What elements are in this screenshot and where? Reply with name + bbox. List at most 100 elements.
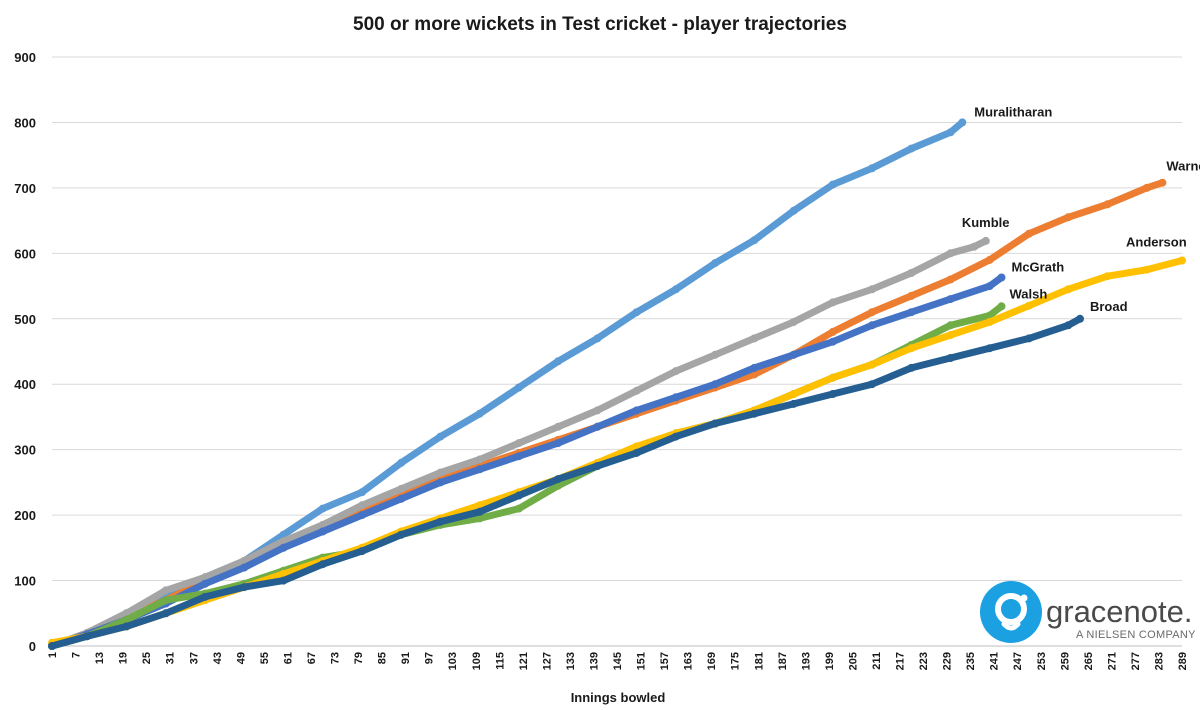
data-point-warne bbox=[828, 327, 837, 336]
data-point-anderson bbox=[1142, 265, 1151, 274]
data-point-muralitharan bbox=[907, 144, 916, 153]
data-point-muralitharan bbox=[958, 118, 967, 127]
data-point-muralitharan bbox=[868, 164, 876, 173]
data-point-warne bbox=[868, 308, 876, 317]
data-point-broad bbox=[436, 517, 445, 526]
data-point-warne bbox=[1064, 213, 1073, 222]
data-point-mcgrath bbox=[789, 350, 798, 359]
data-point-mcgrath bbox=[946, 295, 955, 304]
x-tick-label: 13 bbox=[94, 652, 106, 664]
data-point-muralitharan bbox=[475, 409, 484, 418]
data-point-broad bbox=[789, 399, 798, 408]
data-point-kumble bbox=[514, 439, 523, 448]
data-point-anderson bbox=[1064, 285, 1073, 294]
data-point-walsh bbox=[122, 615, 131, 624]
data-point-broad bbox=[868, 380, 876, 389]
x-tick-label: 241 bbox=[989, 652, 1001, 670]
data-point-warne bbox=[907, 291, 916, 300]
data-point-anderson bbox=[907, 344, 916, 353]
x-tick-label: 79 bbox=[353, 652, 365, 664]
data-point-broad bbox=[318, 560, 327, 569]
data-point-kumble bbox=[436, 468, 445, 477]
data-point-broad bbox=[48, 642, 56, 650]
data-point-muralitharan bbox=[593, 334, 602, 343]
data-point-muralitharan bbox=[671, 285, 680, 294]
y-tick-label: 800 bbox=[14, 115, 36, 130]
gracenote-g-icon bbox=[980, 581, 1042, 643]
data-point-mcgrath bbox=[671, 393, 680, 402]
data-point-kumble bbox=[593, 406, 602, 415]
data-point-broad bbox=[907, 363, 916, 372]
y-tick-label: 900 bbox=[14, 50, 36, 65]
data-point-kumble bbox=[828, 298, 837, 307]
x-tick-label: 265 bbox=[1083, 652, 1095, 670]
series-group bbox=[48, 118, 1186, 650]
data-point-kumble bbox=[475, 455, 484, 464]
data-point-anderson bbox=[868, 360, 876, 369]
x-tick-label: 223 bbox=[918, 652, 930, 670]
x-tick-label: 289 bbox=[1177, 652, 1189, 670]
data-point-broad bbox=[554, 475, 563, 484]
data-point-kumble bbox=[981, 236, 990, 245]
data-point-broad bbox=[711, 419, 720, 428]
data-point-warne bbox=[1142, 183, 1151, 192]
data-point-walsh bbox=[161, 596, 170, 605]
series-label-walsh: Walsh bbox=[1010, 286, 1048, 301]
data-point-mcgrath bbox=[593, 422, 602, 431]
data-point-broad bbox=[122, 622, 131, 631]
x-tick-label: 7 bbox=[71, 652, 83, 658]
data-point-broad bbox=[161, 609, 170, 618]
data-point-mcgrath bbox=[358, 511, 366, 520]
data-point-muralitharan bbox=[397, 458, 406, 467]
data-point-kumble bbox=[397, 484, 406, 493]
data-point-mcgrath bbox=[397, 494, 406, 503]
y-axis-ticks: 0 100 200 300 400 500 600 700 800 900 bbox=[14, 50, 36, 654]
data-point-walsh bbox=[514, 504, 523, 513]
data-point-anderson bbox=[946, 331, 955, 340]
data-point-mcgrath bbox=[475, 465, 484, 474]
data-point-broad bbox=[279, 576, 288, 585]
series-label-anderson: Anderson bbox=[1126, 235, 1187, 250]
data-point-kumble bbox=[671, 367, 680, 376]
data-point-mcgrath bbox=[828, 337, 837, 346]
x-tick-label: 55 bbox=[259, 652, 271, 664]
data-point-mcgrath bbox=[711, 380, 720, 389]
series-line-kumble bbox=[48, 237, 990, 650]
data-point-anderson bbox=[1103, 272, 1112, 281]
x-tick-label: 31 bbox=[165, 652, 177, 664]
x-tick-label: 37 bbox=[188, 652, 200, 664]
x-tick-label: 235 bbox=[965, 652, 977, 670]
data-point-warne bbox=[1103, 200, 1112, 209]
data-point-walsh bbox=[475, 514, 484, 523]
data-point-mcgrath bbox=[750, 363, 759, 372]
data-point-broad bbox=[671, 432, 680, 441]
data-point-kumble bbox=[358, 501, 366, 510]
x-tick-label: 211 bbox=[871, 652, 883, 670]
y-tick-label: 0 bbox=[29, 639, 36, 654]
x-tick-label: 175 bbox=[730, 652, 742, 670]
x-tick-label: 127 bbox=[541, 652, 553, 670]
x-tick-label: 157 bbox=[659, 652, 671, 670]
x-tick-label: 163 bbox=[683, 652, 695, 670]
y-tick-label: 500 bbox=[14, 312, 36, 327]
data-point-muralitharan bbox=[318, 504, 327, 513]
x-tick-label: 121 bbox=[518, 652, 530, 670]
data-point-walsh bbox=[997, 302, 1006, 311]
x-tick-label: 25 bbox=[141, 652, 153, 664]
x-axis-label: Innings bowled bbox=[571, 690, 666, 705]
data-point-muralitharan bbox=[554, 357, 563, 366]
x-tick-label: 193 bbox=[800, 652, 812, 670]
y-tick-label: 300 bbox=[14, 443, 36, 458]
series-label-warne: Warne bbox=[1166, 159, 1200, 174]
data-point-broad bbox=[828, 390, 837, 398]
x-tick-label: 43 bbox=[212, 652, 224, 664]
data-point-mcgrath bbox=[436, 478, 445, 487]
data-point-walsh bbox=[946, 321, 955, 330]
data-point-broad bbox=[632, 448, 641, 457]
gracenote-logo: gracenote. A NIELSEN COMPANY bbox=[980, 581, 1196, 643]
data-point-broad bbox=[985, 344, 994, 353]
data-point-broad bbox=[397, 530, 406, 539]
data-point-warne bbox=[1025, 229, 1033, 238]
x-tick-label: 67 bbox=[306, 652, 318, 664]
gridlines bbox=[52, 56, 1182, 582]
